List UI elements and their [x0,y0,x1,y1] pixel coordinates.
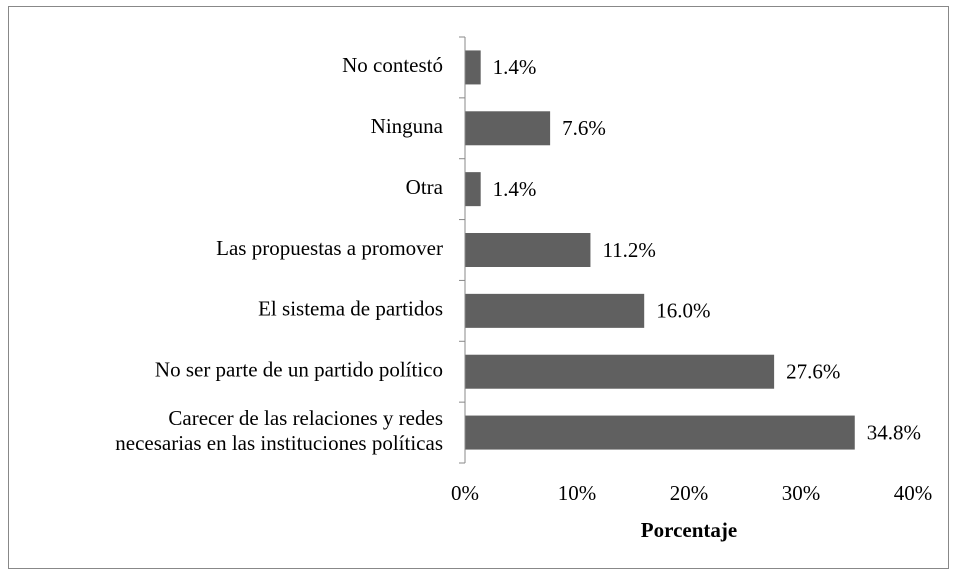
value-label: 34.8% [867,420,921,444]
x-tick-label: 0% [451,481,479,505]
bar [465,415,855,450]
value-label: 16.0% [656,299,710,323]
bar [465,354,775,389]
bar [465,172,481,207]
y-tick-label: Carecer de las relaciones y redes necesar… [115,406,443,455]
x-tick-label: 20% [670,481,709,505]
bar [465,293,645,328]
value-label: 7.6% [562,116,606,140]
y-tick-label: Ninguna [371,114,444,138]
y-tick-label: Otra [406,175,444,199]
chart-border [8,6,949,569]
y-tick-label: Las propuestas a promover [216,236,443,260]
x-axis-label: Porcentaje [641,518,737,542]
y-tick-label: No contestó [342,53,443,77]
y-tick-label: El sistema de partidos [258,297,443,321]
x-tick-label: 10% [558,481,597,505]
value-label: 1.4% [493,55,537,79]
value-label: 1.4% [493,177,537,201]
value-label: 11.2% [602,238,655,262]
value-label: 27.6% [786,360,840,384]
bar [465,233,591,267]
bar [465,111,551,146]
y-tick-label: No ser parte de un partido político [155,358,443,382]
x-tick-label: 40% [894,481,933,505]
bar [465,50,481,85]
x-tick-label: 30% [782,481,821,505]
